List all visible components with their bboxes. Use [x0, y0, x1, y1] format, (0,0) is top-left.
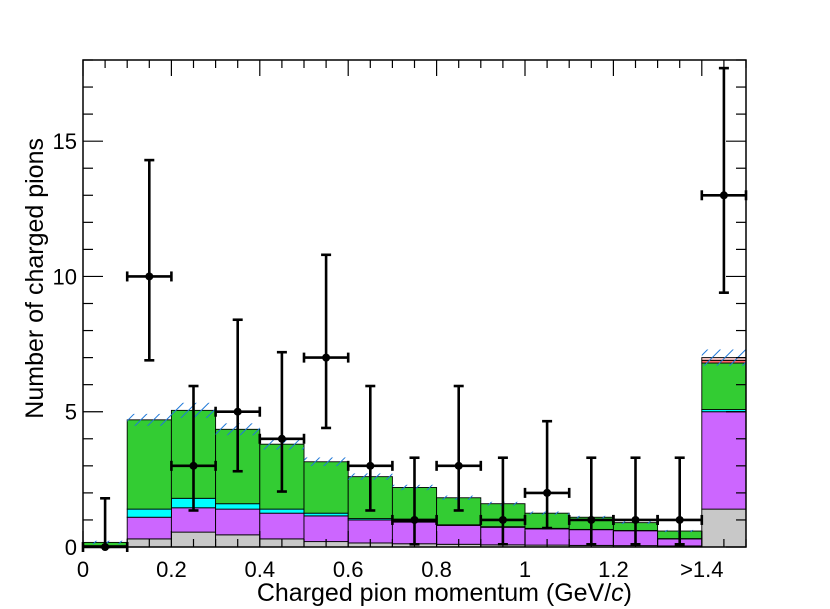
y-axis-title: Number of charged pions [21, 138, 49, 419]
data-point-4 [258, 350, 306, 493]
data-point-7 [391, 456, 438, 546]
axis-ticks [82, 59, 747, 548]
data-point-6 [346, 384, 394, 512]
data-point-14 [700, 66, 748, 294]
x-tick-label-3: 0.6 [333, 557, 364, 582]
bar-s3-b14 [701, 362, 747, 411]
x-tick-label-6: 1.2 [598, 557, 629, 582]
bar-s1-b1 [126, 516, 172, 540]
data-point-2 [170, 384, 217, 512]
x-tick-label-4: 0.8 [421, 557, 452, 582]
data-point-9 [479, 456, 527, 546]
band-b5 [304, 457, 349, 467]
data-point-12 [612, 456, 659, 546]
x-tick-label-0: 0 [77, 557, 89, 582]
bar-s1-b5 [303, 515, 349, 543]
data-point-1 [125, 158, 173, 362]
x-axis-title: Charged pion momentum (GeV/c) [257, 579, 632, 607]
x-tick-label-7: >1.4 [680, 557, 723, 582]
y-tick-label-1: 5 [65, 400, 77, 425]
data-point-3 [214, 318, 262, 473]
bar-s1-b3 [215, 508, 261, 536]
x-tick-label-2: 0.4 [245, 557, 276, 582]
bar-s2-b1 [126, 508, 172, 518]
tick-labels: 0 0.2 0.4 0.6 0.8 1 1.2 >1.4 0 5 10 15 [53, 129, 724, 582]
bar-s2-b4 [259, 508, 305, 514]
bar-s1-b4 [259, 512, 305, 540]
data-point-5 [302, 253, 350, 430]
y-tick-label-0: 0 [65, 535, 77, 560]
data-points [81, 66, 748, 552]
y-tick-label-3: 15 [53, 129, 77, 154]
x-tick-label-1: 0.2 [156, 557, 187, 582]
bar-s1-b14 [701, 411, 747, 510]
bar-s3-b5 [303, 461, 349, 514]
data-point-8 [435, 384, 483, 512]
x-tick-label-5: 1 [519, 557, 531, 582]
bar-s2-b3 [215, 503, 261, 510]
y-tick-label-2: 10 [53, 264, 77, 289]
bar-s3-b1 [126, 419, 172, 510]
data-point-10 [523, 419, 571, 530]
band-b14 [701, 349, 746, 366]
band-b1 [127, 413, 172, 426]
